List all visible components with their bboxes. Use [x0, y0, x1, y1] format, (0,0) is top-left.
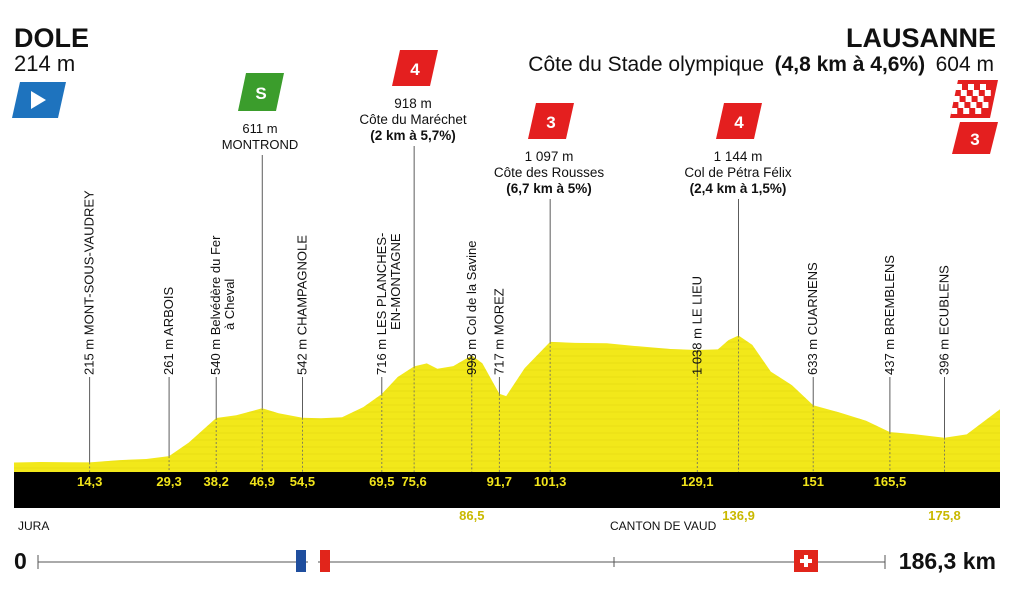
km-marker: 151 — [802, 474, 824, 489]
waypoint-label: 437 m BREMBLENS — [882, 255, 897, 375]
profile-area — [14, 335, 1000, 472]
sprint-icon: S — [238, 73, 284, 111]
climb-1-altitude: 918 m — [394, 96, 432, 111]
waypoint-name: CHAMPAGNOLE — [294, 235, 309, 335]
sprint-label: S — [255, 84, 266, 103]
waypoint-label: 998 m Col de la Savine — [464, 241, 479, 375]
km-marker: 54,5 — [290, 474, 315, 489]
waypoint-name: MONT-SOUS-VAUDREY — [82, 190, 97, 335]
climb-badge-2: 3 — [528, 103, 574, 139]
km-marker: 75,6 — [401, 474, 426, 489]
region-right: CANTON DE VAUD — [610, 519, 717, 533]
distance-scale: 0 186,3 km — [14, 548, 996, 574]
waypoint-name-line2: à Cheval — [222, 279, 237, 330]
km-marker: 14,3 — [77, 474, 102, 489]
km-marker: 46,9 — [250, 474, 275, 489]
km-markers: 14,3 29,3 38,2 46,9 54,5 69,5 75,6 86,5 91,7 101,… — [77, 474, 961, 523]
climb-1-category: 4 — [410, 60, 420, 79]
climb-3-detail: (2,4 km à 1,5%) — [690, 181, 787, 196]
waypoint-label: 717 m MOREZ — [491, 288, 506, 375]
finish-climb-line: Côte du Stade olympique (4,8 km à 4,6%) … — [528, 53, 994, 76]
finish-flag-icon — [950, 80, 998, 118]
finish-altitude: 604 m — [936, 53, 994, 76]
start-town: DOLE — [14, 23, 89, 53]
finish-town: LAUSANNE — [846, 23, 996, 53]
waypoint-label: 215 m MONT-SOUS-VAUDREY — [82, 190, 97, 375]
start-altitude: 214 m — [14, 51, 75, 76]
waypoint-name: CUARNENS — [805, 262, 820, 335]
waypoint-altitude: 717 m — [491, 335, 506, 375]
km-marker: 165,5 — [874, 474, 907, 489]
waypoint-altitude: 998 m — [464, 335, 479, 375]
waypoint-label: 633 m CUARNENS — [805, 262, 820, 375]
climb-badge-1: 4 — [392, 50, 438, 86]
scale-start: 0 — [14, 548, 27, 574]
waypoint-name-line2: EN-MONTAGNE — [388, 233, 403, 330]
waypoint-label: 542 m CHAMPAGNOLE — [294, 235, 309, 375]
start-flag-icon — [12, 82, 66, 118]
waypoint-name: ARBOIS — [161, 287, 176, 336]
france-flag-icon — [296, 550, 330, 572]
waypoint-altitude: 215 m — [82, 335, 97, 375]
region-left: JURA — [18, 519, 49, 533]
waypoint-altitude: 633 m — [805, 335, 820, 375]
waypoint-altitude: 396 m — [936, 335, 951, 375]
km-marker: 91,7 — [487, 474, 512, 489]
waypoint-name: LE LIEU — [689, 276, 704, 324]
scale-end: 186,3 km — [899, 548, 996, 574]
km-marker: 69,5 — [369, 474, 394, 489]
waypoint-label: 261 m ARBOIS — [161, 287, 176, 375]
climb-3-category: 4 — [734, 113, 744, 132]
waypoint-label: 1 038 m LE LIEU — [689, 276, 704, 375]
waypoint-altitude: 437 m — [882, 335, 897, 375]
waypoint-label: 716 m LES PLANCHES- — [374, 233, 389, 375]
km-band — [14, 472, 1000, 508]
waypoint-altitude: 542 m — [294, 335, 309, 375]
sprint-altitude: 611 m — [242, 121, 277, 136]
km-marker: 175,8 — [928, 508, 961, 523]
waypoint-name: LES PLANCHES- — [374, 233, 389, 336]
finish-climb-name: Côte du Stade olympique — [528, 53, 764, 76]
km-marker: 38,2 — [204, 474, 229, 489]
climb-2-name: Côte des Rousses — [494, 165, 605, 180]
waypoint-name: Belvédère du Fer — [208, 235, 223, 335]
waypoint-name: ECUBLENS — [936, 265, 951, 335]
km-marker: 136,9 — [722, 508, 755, 523]
waypoint-name: MOREZ — [491, 288, 506, 335]
km-marker: 86,5 — [459, 508, 484, 523]
climb-2-category: 3 — [546, 113, 555, 132]
waypoint-labels: 215 m MONT-SOUS-VAUDREY 261 m ARBOIS 540 m… — [82, 190, 952, 375]
waypoint-altitude: 716 m — [374, 335, 389, 375]
waypoint-leaders — [89, 146, 945, 472]
waypoint-label: 540 m Belvédère du Fer — [208, 235, 223, 375]
climb-badge-3: 4 — [716, 103, 762, 139]
climb-1-detail: (2 km à 5,7%) — [370, 128, 456, 143]
waypoint-altitude: 1 038 m — [689, 324, 704, 375]
km-marker: 29,3 — [156, 474, 181, 489]
waypoint-name: BREMBLENS — [882, 255, 897, 336]
sprint-name: MONTROND — [222, 137, 299, 152]
climb-3-name: Col de Pétra Félix — [684, 165, 792, 180]
km-marker: 129,1 — [681, 474, 714, 489]
waypoint-altitude: 261 m — [161, 336, 176, 375]
finish-climb-detail: (4,8 km à 4,6%) — [775, 53, 926, 76]
badge-category: 3 — [970, 130, 979, 149]
waypoint-label: 396 m ECUBLENS — [936, 265, 951, 375]
swiss-flag-icon — [794, 550, 818, 572]
climb-3-altitude: 1 144 m — [714, 149, 763, 164]
climb-2-altitude: 1 097 m — [525, 149, 574, 164]
waypoint-name: Col de la Savine — [464, 241, 479, 336]
climb-2-detail: (6,7 km à 5%) — [506, 181, 592, 196]
climb-1-name: Côte du Maréchet — [359, 112, 467, 127]
waypoint-altitude: 540 m — [208, 335, 223, 375]
km-marker: 101,3 — [534, 474, 567, 489]
climb-badge-finish: 3 — [952, 122, 998, 154]
